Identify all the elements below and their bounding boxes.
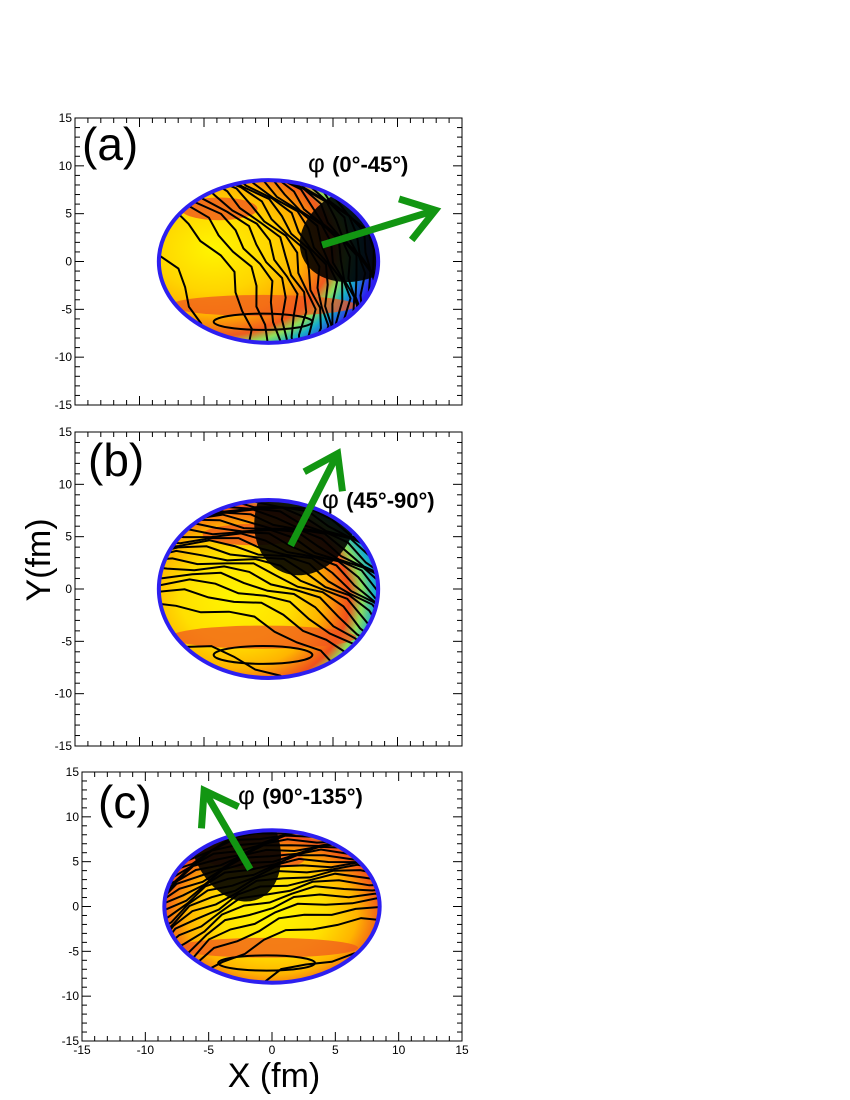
y-tick-label: -5	[68, 944, 79, 958]
arrow-shaft	[201, 788, 254, 871]
density-rim	[156, 498, 381, 680]
hot-band-shape	[169, 625, 357, 649]
x-tick-label: 5	[332, 1043, 339, 1057]
phi-range: (90°-135°)	[262, 784, 363, 809]
y-tick-label: -10	[55, 350, 73, 364]
contour-line	[207, 180, 317, 343]
phi-label: φ (0°-45°)	[308, 148, 408, 178]
contour-loop	[217, 954, 317, 972]
panel-tag: (a)	[82, 118, 138, 170]
y-axis-title: Y(fm)	[20, 518, 58, 601]
direction-arrow	[197, 785, 254, 871]
hot-band-shape	[169, 294, 357, 317]
arrow-head	[398, 195, 442, 243]
y-tick-label: -15	[62, 1034, 80, 1048]
x-tick-label: 15	[455, 1043, 469, 1057]
contour-line	[158, 564, 379, 648]
y-tick-label: 15	[59, 425, 73, 439]
y-tick-label: 5	[72, 855, 79, 869]
x-tick-label: 0	[269, 1043, 276, 1057]
contour-line	[158, 195, 253, 343]
phi-label: φ (90°-135°)	[238, 780, 363, 810]
density-rim	[162, 828, 382, 985]
x-tick-label: -10	[137, 1043, 155, 1057]
y-tick-label: 0	[65, 255, 72, 269]
y-tick-label: -15	[55, 398, 73, 412]
y-tick-label: -10	[62, 989, 80, 1003]
phi-symbol: φ	[308, 148, 332, 178]
panel-tag: (b)	[88, 434, 144, 486]
x-tick-label: 10	[392, 1043, 406, 1057]
arrow-head	[197, 785, 240, 829]
panel-1: -15 -10 -5 0 5 10 15 (a) φ (0°-45°)	[55, 111, 463, 412]
contour-line	[158, 571, 376, 655]
panel-tag: (c)	[98, 776, 152, 828]
y-tick-label: 15	[59, 111, 73, 125]
phi-symbol: φ	[238, 780, 262, 810]
contour-line	[171, 186, 282, 343]
contour-line	[158, 639, 339, 678]
contour-line	[197, 180, 299, 343]
arrow-head	[302, 448, 346, 492]
y-tick-label: 10	[66, 810, 80, 824]
density-rim	[156, 178, 381, 345]
contour-line	[158, 208, 207, 343]
contour-line	[201, 949, 380, 983]
contour-line	[167, 891, 380, 965]
contour-loop	[212, 312, 314, 331]
contour-loop	[212, 645, 314, 665]
contour-line	[204, 180, 308, 343]
y-tick-label: -5	[61, 302, 72, 316]
y-tick-label: -10	[55, 687, 73, 701]
contour-line	[186, 182, 289, 343]
direction-arrow	[321, 195, 442, 249]
x-tick-label: -15	[73, 1043, 91, 1057]
y-tick-label: 0	[72, 900, 79, 914]
contour-line	[158, 191, 269, 343]
contour-line	[164, 885, 380, 957]
y-tick-label: 5	[65, 207, 72, 221]
contour-line	[185, 917, 380, 983]
contour-line	[173, 897, 380, 975]
y-tick-label: 0	[65, 582, 72, 596]
arrow-shaft	[321, 206, 437, 249]
phi-symbol: φ	[322, 484, 346, 514]
x-axis-title: X (fm)	[228, 1057, 321, 1095]
panel-3: -15 -10 -5 0 5 10 15 -15 -10 -5 0 5 10 15 (c) φ (90°-13…	[62, 765, 469, 1057]
y-tick-label: -15	[55, 739, 73, 753]
y-tick-label: 15	[66, 765, 80, 779]
panel-2: -15 -10 -5 0 5 10 15 (b) φ (45°-90°)	[55, 425, 463, 753]
y-tick-label: -5	[61, 634, 72, 648]
contour-line	[179, 905, 380, 983]
contour-line	[158, 557, 379, 645]
contour-line	[158, 601, 357, 678]
y-tick-label: 5	[65, 530, 72, 544]
x-tick-label: -5	[203, 1043, 214, 1057]
direction-arrow	[287, 448, 346, 548]
arrow-shaft	[287, 452, 341, 548]
phi-label: φ (45°-90°)	[322, 484, 435, 514]
y-tick-label: 10	[59, 159, 73, 173]
phi-range: (45°-90°)	[346, 488, 435, 513]
hot-band-shape	[175, 937, 359, 958]
contour-line	[158, 588, 364, 678]
y-tick-label: 10	[59, 477, 73, 491]
contour-line	[158, 578, 371, 665]
phi-range: (0°-45°)	[332, 152, 408, 177]
